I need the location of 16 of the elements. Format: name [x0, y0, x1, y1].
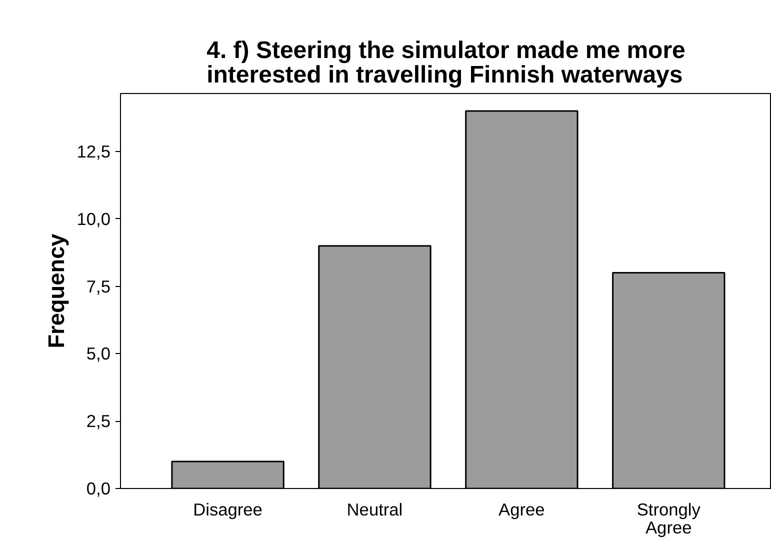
bar [318, 245, 432, 488]
x-tick-label: Disagree [193, 500, 262, 520]
y-tick-label: 5,0 [86, 344, 111, 364]
y-tick-label: 0,0 [86, 478, 111, 498]
y-axis-title: Frequency [42, 233, 69, 348]
x-tick-label: Agree [498, 500, 545, 520]
y-tick-label: 12,5 [76, 141, 111, 162]
bar [612, 272, 726, 488]
x-tick-label: Strongly Agree [636, 500, 701, 538]
y-tick-label: 2,5 [86, 411, 111, 432]
bar [465, 110, 578, 488]
chart-title: 4. f) Steering the simulator made me more interested in travelling Finnish waterways [206, 37, 686, 88]
y-tick-label: 10,0 [76, 208, 111, 229]
x-tick-label: Neutral [346, 500, 403, 520]
bar [171, 460, 284, 488]
y-tick-label: 7,5 [86, 276, 111, 296]
